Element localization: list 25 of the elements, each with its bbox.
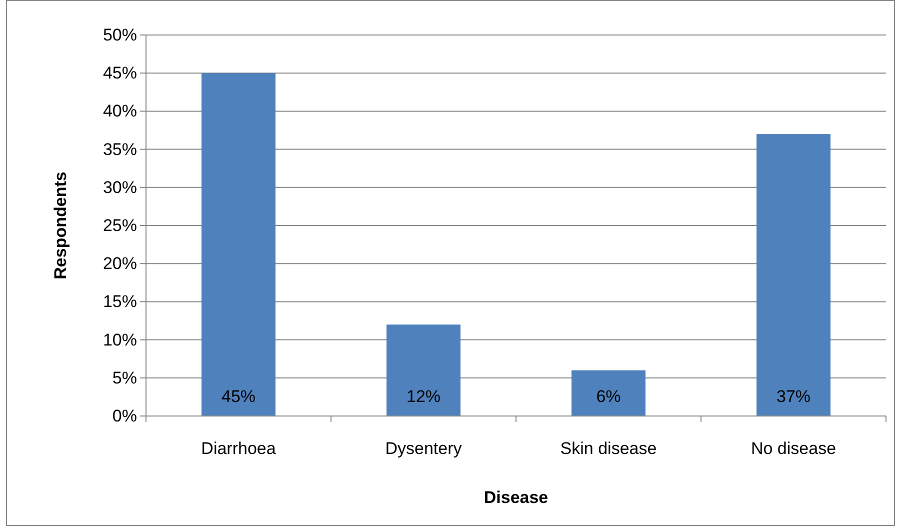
y-tick-label: 20%: [102, 254, 137, 274]
bar: [572, 370, 646, 416]
bar: [756, 134, 830, 416]
x-tick-label: Dysentery: [385, 439, 462, 458]
y-tick-label: 25%: [102, 216, 137, 235]
y-tick-label: 15%: [102, 292, 137, 312]
data-label: 12%: [406, 387, 441, 406]
y-axis-title: Respondents: [51, 172, 70, 280]
y-tick-label: 30%: [102, 178, 137, 197]
data-label: 45%: [221, 387, 256, 406]
y-tick-label: 35%: [102, 140, 137, 159]
x-tick-label: Skin disease: [560, 439, 657, 458]
x-tick-label: No disease: [750, 439, 836, 458]
y-tick-label: 5%: [112, 368, 137, 388]
y-tick-label: 10%: [102, 330, 137, 350]
y-tick-label: 40%: [102, 102, 137, 121]
data-label: 37%: [776, 387, 811, 406]
y-tick-label: 0%: [112, 406, 137, 426]
y-tick-label: 50%: [102, 25, 137, 44]
x-axis-title: Disease: [484, 488, 548, 507]
data-label: 6%: [596, 387, 621, 406]
bar: [386, 324, 460, 416]
bar: [202, 73, 276, 416]
y-tick-label: 45%: [102, 64, 137, 83]
x-tick-label: Diarrhoea: [201, 439, 276, 458]
